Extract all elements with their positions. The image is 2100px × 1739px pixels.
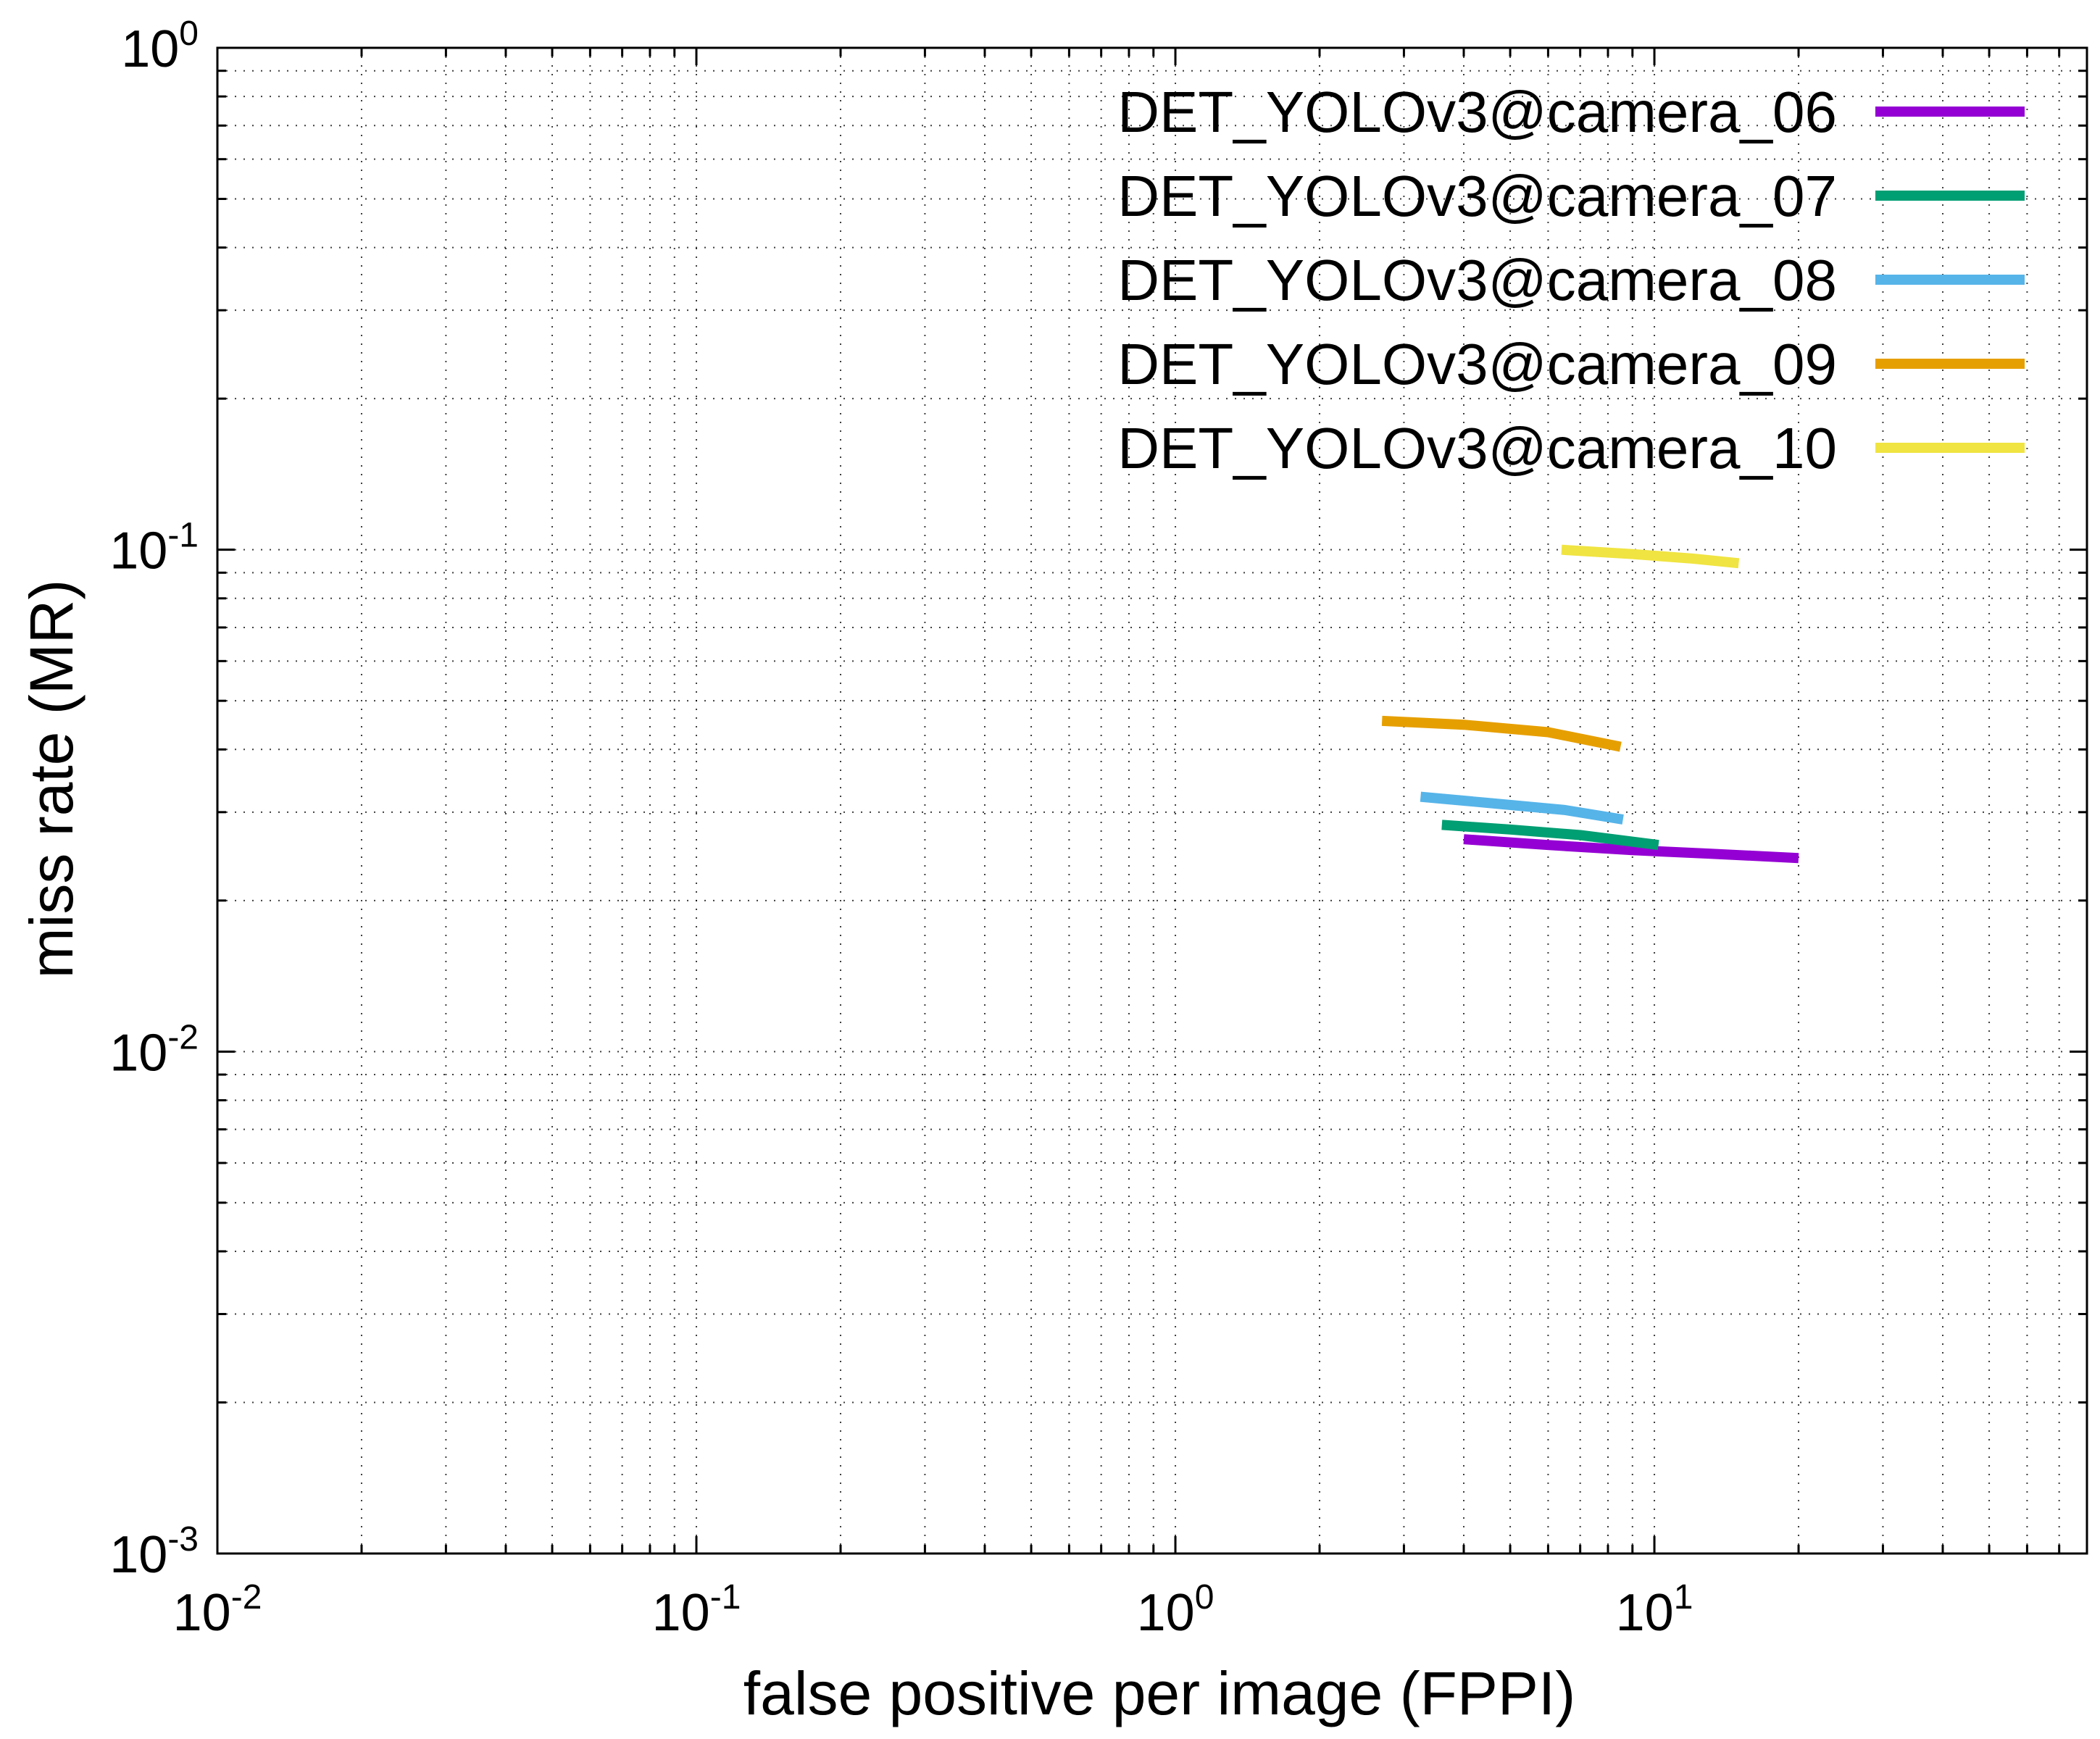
series-line-DET_YOLOv3@camera_09 <box>1381 715 1622 752</box>
legend-label: DET_YOLOv3@camera_06 <box>1117 80 1837 144</box>
series-line-DET_YOLOv3@camera_07 <box>1441 820 1659 851</box>
x-tick-label: 10-2 <box>173 1578 262 1642</box>
series-line-DET_YOLOv3@camera_08 <box>1420 791 1624 825</box>
legend: DET_YOLOv3@camera_06 DET_YOLOv3@camera_07… <box>1117 80 2025 480</box>
y-tick-label: 10-3 <box>109 1520 199 1584</box>
y-tick-label: 10-2 <box>109 1018 199 1082</box>
x-axis-title: false positive per image (FPPI) <box>743 1659 1575 1727</box>
x-tick-labels: 10-2 10-1 100 101 <box>173 1578 1693 1642</box>
x-tick-label: 10-1 <box>652 1578 741 1642</box>
ticks <box>216 48 2088 1555</box>
grid <box>217 48 2087 1554</box>
y-tick-labels: 10-3 10-2 10-1 100 <box>109 14 199 1584</box>
y-tick-label: 10-1 <box>109 517 199 580</box>
plot-frame <box>216 46 2088 1555</box>
x-tick-label: 100 <box>1137 1578 1214 1642</box>
series-line-DET_YOLOv3@camera_10 <box>1561 544 1740 569</box>
series-line-DET_YOLOv3@camera_06 <box>1463 834 1799 864</box>
y-tick-label: 100 <box>121 14 199 78</box>
legend-label: DET_YOLOv3@camera_07 <box>1117 164 1837 228</box>
y-axis-title: miss rate (MR) <box>17 580 86 979</box>
legend-label: DET_YOLOv3@camera_08 <box>1117 248 1837 312</box>
x-tick-label: 101 <box>1616 1578 1693 1642</box>
legend-label: DET_YOLOv3@camera_09 <box>1117 332 1837 396</box>
series-lines <box>1381 544 1799 864</box>
legend-label: DET_YOLOv3@camera_10 <box>1117 416 1837 480</box>
